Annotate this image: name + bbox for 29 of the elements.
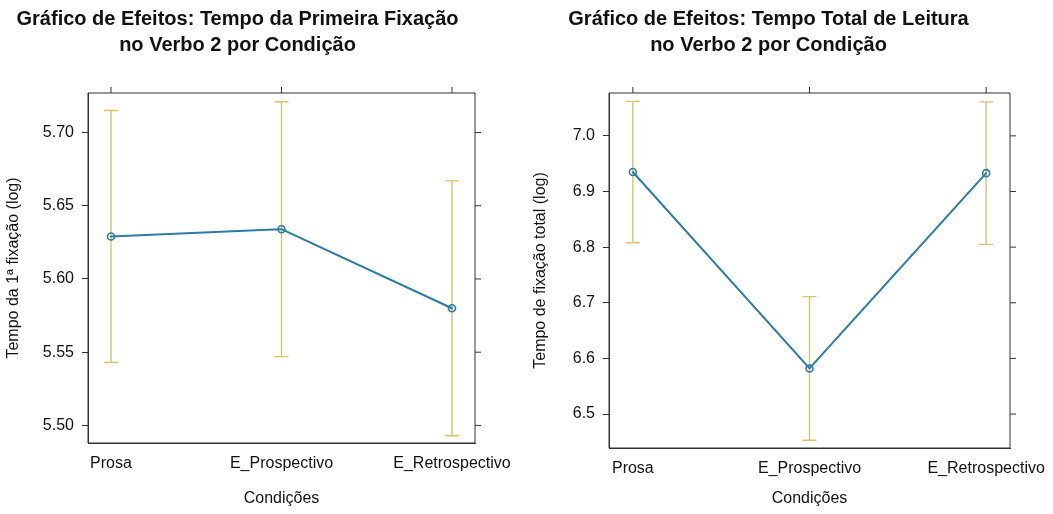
y-axis-title: Tempo de fixação total (log) (531, 172, 549, 369)
y-tick-label: 6.5 (572, 404, 596, 422)
y-tick-label: 7.0 (572, 126, 596, 144)
y-tick-label: 5.70 (42, 122, 75, 140)
y-tick-label: 6.7 (572, 293, 596, 311)
x-tick-label: Prosa (611, 459, 654, 477)
point (106, 232, 116, 241)
point (981, 168, 991, 178)
x-tick-label: E_Retrospectivo (927, 459, 1045, 478)
x-axis-title: Condições (771, 488, 848, 506)
point (447, 303, 457, 313)
y-tick-label: 6.9 (572, 181, 596, 199)
x-tick-label: E_Prospectivo (757, 459, 862, 478)
x-axis-title: Condições (243, 488, 320, 506)
y-tick-label: 5.50 (42, 415, 75, 433)
y-tick-label: 5.60 (42, 269, 75, 287)
y-tick-label: 5.55 (42, 342, 75, 360)
y-tick-label: 6.8 (572, 237, 596, 255)
chart-title: Gráfico de Efeitos: Tempo da Primeira Fixação no Verbo 2 por Condição (16, 6, 459, 55)
point (277, 224, 286, 234)
x-tick-label: E_Retrospectivo (393, 454, 511, 473)
chart-title: Gráfico de Efeitos: Tempo Total de Leitura no Verbo 2 por Condição (568, 6, 970, 55)
point (628, 167, 638, 177)
point (805, 364, 814, 373)
y-axis-title: Tempo da 1ª fixação (log) (4, 177, 22, 359)
y-tick-label: 6.6 (572, 348, 596, 366)
x-tick-label: E_Prospectivo (229, 454, 334, 473)
y-tick-label: 5.65 (42, 196, 75, 214)
x-tick-label: Prosa (90, 454, 133, 472)
